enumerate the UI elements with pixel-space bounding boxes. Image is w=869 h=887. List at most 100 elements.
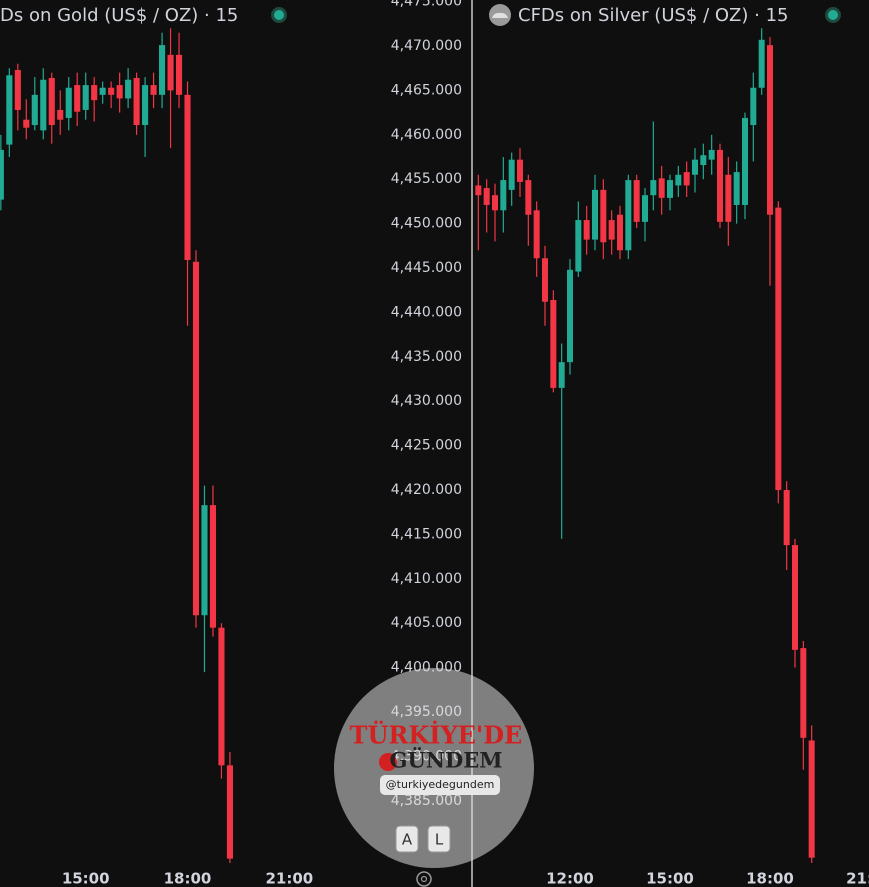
- candle-body: [201, 505, 208, 616]
- chart-title: Ds on Gold (US$ / OZ) · 15: [0, 5, 238, 26]
- candle-body: [175, 54, 183, 95]
- candle-body: [14, 69, 21, 110]
- watermark-handle: @turkiyedegundem: [386, 778, 495, 791]
- y-tick-label: 4,440.000: [391, 304, 462, 320]
- gear-hub[interactable]: [420, 875, 428, 883]
- candle-body: [542, 258, 548, 302]
- candle-body: [767, 45, 773, 215]
- candle-body: [99, 87, 106, 95]
- candle-body: [808, 740, 815, 858]
- y-tick-label: 4,445.000: [391, 260, 462, 276]
- x-tick-label: 21:00: [265, 870, 313, 887]
- x-tick-label: 15:00: [646, 870, 694, 887]
- candle-body: [633, 180, 640, 222]
- candle-body: [40, 79, 47, 131]
- candle-body: [800, 648, 807, 738]
- x-tick-label: 15:00: [62, 870, 110, 887]
- candle-body: [792, 545, 798, 650]
- button[interactable]: [395, 825, 419, 853]
- candle-body: [592, 189, 598, 240]
- candle-body: [108, 87, 115, 95]
- symbol-glyph: [492, 12, 508, 18]
- candle-body: [0, 149, 4, 200]
- candle-body: [23, 119, 30, 128]
- status-dot: [828, 10, 838, 20]
- candle-body: [517, 159, 523, 182]
- watermark-title: GÜNDEM: [390, 748, 503, 773]
- candle-body: [675, 174, 682, 186]
- y-tick-label: 4,420.000: [391, 482, 462, 498]
- gear[interactable]: [416, 871, 432, 887]
- handle-box: [380, 775, 500, 795]
- candle-body: [575, 220, 582, 272]
- candle-body: [650, 180, 657, 196]
- settings-icon[interactable]: [416, 871, 432, 887]
- titles: Ds on Gold (US$ / OZ) · 15 CFDs on Silve…: [0, 4, 841, 26]
- candle-body: [558, 362, 565, 388]
- candle-body: [525, 180, 532, 215]
- candle-body: [700, 155, 707, 166]
- y-tick-label: 4,405.000: [391, 615, 462, 631]
- y-tick-label: 4,425.000: [391, 438, 462, 454]
- candle-body: [142, 85, 149, 126]
- candle-body: [6, 75, 13, 145]
- candle-body: [159, 45, 166, 95]
- y-tick-label: 4,415.000: [391, 526, 462, 542]
- candle-body: [184, 94, 191, 261]
- candle-body: [133, 77, 140, 126]
- y-tick-label: 4,430.000: [391, 393, 462, 409]
- candle-body: [567, 269, 573, 363]
- y-tick-label: 4,450.000: [391, 216, 462, 232]
- candle-body: [775, 207, 782, 491]
- button[interactable]: [427, 825, 451, 853]
- candle-body: [167, 54, 174, 91]
- candle-body: [31, 94, 38, 126]
- y-tick-label: 4,455.000: [391, 171, 462, 187]
- candle-body: [758, 39, 765, 88]
- candle-body: [65, 87, 72, 118]
- y-tick-label: 4,410.000: [391, 571, 462, 587]
- candle-body: [125, 79, 132, 99]
- candle-body: [533, 210, 540, 259]
- candle-body: [483, 188, 490, 205]
- candle-body: [608, 220, 615, 240]
- candle-body: [617, 214, 623, 251]
- watermark-title: TÜRKİYE'DE: [350, 721, 523, 750]
- candle-body: [209, 505, 217, 628]
- button-label[interactable]: A: [402, 831, 413, 849]
- candle-body: [658, 178, 665, 198]
- candle-body: [683, 172, 690, 186]
- candle-body: [48, 77, 55, 126]
- candle-body: [625, 180, 632, 251]
- candle-body: [717, 149, 723, 222]
- y-tick-label: 4,470.000: [391, 38, 462, 54]
- candle-body: [708, 149, 715, 160]
- candle-body: [725, 174, 732, 222]
- candle-body: [492, 195, 498, 211]
- candle-body: [692, 159, 698, 175]
- candle-body: [116, 85, 123, 99]
- button-label[interactable]: L: [435, 831, 444, 849]
- candle-body: [218, 627, 225, 766]
- y-tick-label: 4,435.000: [391, 349, 462, 365]
- chart-title: CFDs on Silver (US$ / OZ) · 15: [518, 5, 788, 26]
- status-dot: [274, 10, 284, 20]
- candle-body: [742, 117, 748, 205]
- candle-body: [226, 765, 233, 859]
- candle-body: [550, 299, 557, 388]
- x-tick-label: 21:00: [846, 870, 869, 887]
- candle-body: [508, 159, 515, 190]
- silver-pane: [475, 28, 815, 864]
- watermark: TÜRKİYE'DE GÜNDEM @turkiyedegundem A L: [334, 668, 534, 868]
- y-tick-label: 4,460.000: [391, 127, 462, 143]
- candle-body: [600, 189, 607, 243]
- candle-body: [642, 195, 648, 222]
- candle-body: [192, 261, 200, 616]
- candle-body: [150, 85, 157, 95]
- y-tick-label: 4,475.000: [391, 0, 462, 10]
- candle-body: [783, 490, 790, 546]
- candle-body: [74, 85, 81, 112]
- candle-body: [733, 172, 740, 205]
- x-tick-label: 18:00: [746, 870, 794, 887]
